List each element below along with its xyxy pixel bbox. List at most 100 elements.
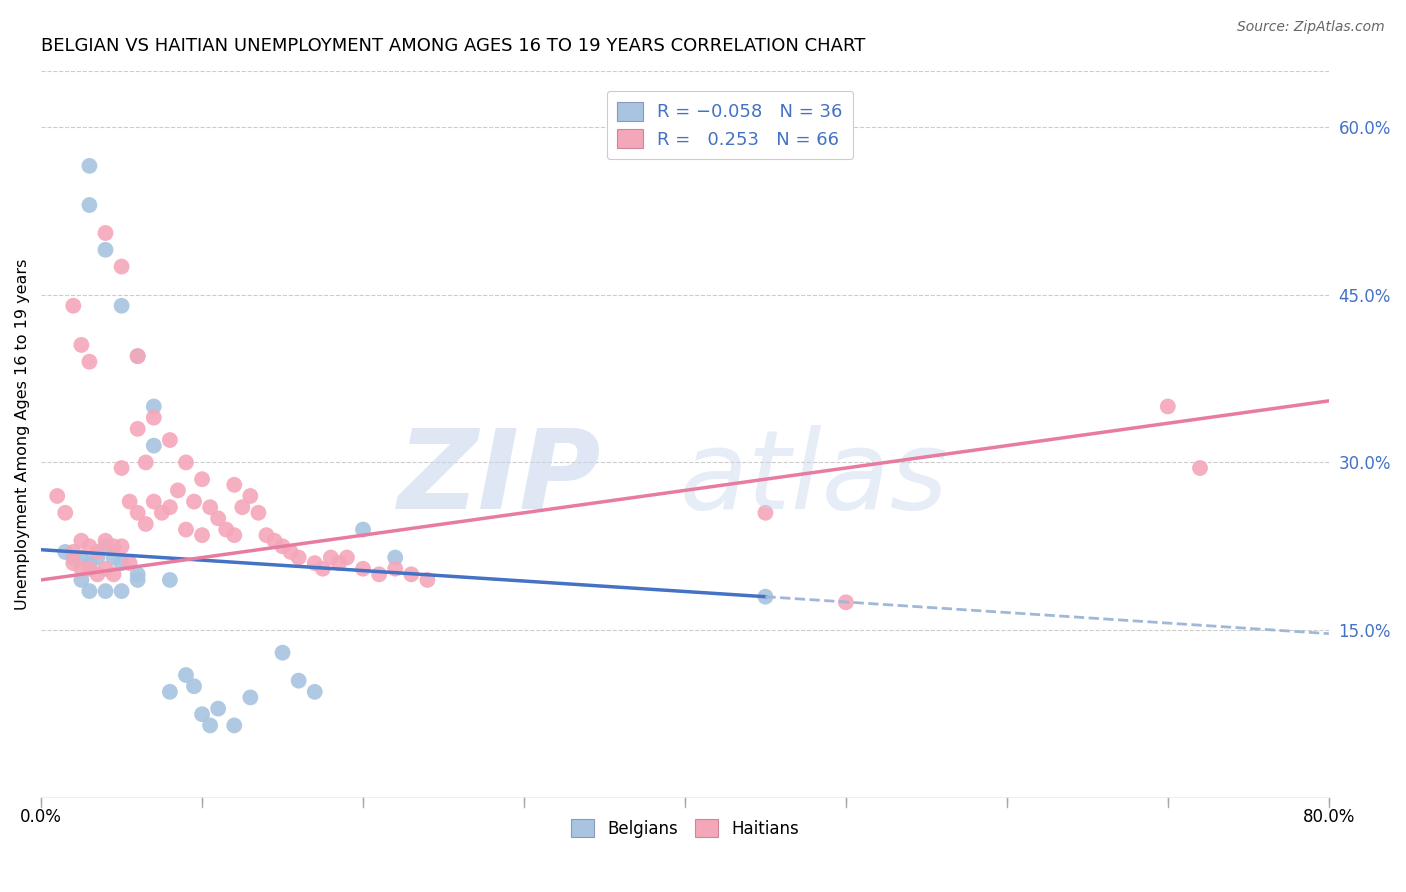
Point (271, 646, 294, 660)
Point (247, 506, 270, 520)
Point (79, 562, 101, 576)
Point (384, 550, 406, 565)
Point (174, 523, 197, 537)
Point (86, 545, 108, 559)
Point (207, 511, 229, 525)
Point (224, 718, 246, 732)
Point (304, 685, 326, 699)
Point (191, 707, 214, 722)
Point (198, 500, 221, 515)
Point (231, 500, 253, 515)
Point (159, 685, 181, 699)
Point (86, 567, 108, 582)
Point (118, 494, 141, 508)
Point (239, 690, 262, 705)
Point (79, 556, 101, 570)
Point (94, 562, 117, 576)
Y-axis label: Unemployment Among Ages 16 to 19 years: Unemployment Among Ages 16 to 19 years (15, 259, 30, 610)
Point (110, 556, 132, 570)
Point (127, 506, 149, 520)
Point (46, 489, 69, 503)
Point (110, 584, 132, 599)
Point (94, 533, 117, 548)
Point (79, 584, 101, 599)
Point (150, 506, 173, 520)
Legend: Belgians, Haitians: Belgians, Haitians (564, 813, 806, 845)
Point (256, 528, 278, 542)
Point (110, 539, 132, 553)
Point (53, 506, 76, 520)
Point (142, 494, 165, 508)
Point (127, 573, 149, 587)
Point (135, 516, 157, 531)
Point (401, 567, 423, 582)
Point (142, 439, 165, 453)
Point (103, 539, 125, 553)
Point (62, 299, 84, 313)
Point (1157, 400, 1180, 414)
Point (142, 410, 165, 425)
Point (94, 584, 117, 599)
Point (312, 562, 335, 576)
Text: atlas: atlas (679, 425, 948, 532)
Point (159, 573, 181, 587)
Point (167, 483, 190, 498)
Point (70, 338, 93, 352)
Text: ZIP: ZIP (398, 425, 602, 532)
Point (94, 226, 117, 240)
Point (94, 539, 117, 553)
Point (79, 198, 101, 212)
Point (271, 539, 294, 553)
Point (62, 545, 84, 559)
Text: BELGIAN VS HAITIAN UNEMPLOYMENT AMONG AGES 16 TO 19 YEARS CORRELATION CHART: BELGIAN VS HAITIAN UNEMPLOYMENT AMONG AG… (41, 37, 866, 55)
Point (62, 556, 84, 570)
Point (110, 260, 132, 274)
Text: Source: ZipAtlas.com: Source: ZipAtlas.com (1237, 20, 1385, 34)
Point (135, 455, 157, 469)
Point (191, 528, 214, 542)
Point (198, 718, 221, 732)
Point (70, 550, 93, 565)
Point (103, 550, 125, 565)
Point (183, 679, 205, 693)
Point (207, 701, 229, 715)
Point (1188, 461, 1211, 475)
Point (224, 477, 246, 491)
Point (239, 489, 262, 503)
Point (191, 472, 214, 486)
Point (319, 550, 342, 565)
Point (174, 668, 197, 682)
Point (79, 354, 101, 368)
Point (70, 562, 93, 576)
Point (183, 494, 205, 508)
Point (70, 533, 93, 548)
Point (280, 545, 302, 559)
Point (118, 556, 141, 570)
Point (86, 550, 108, 565)
Point (336, 550, 359, 565)
Point (416, 573, 439, 587)
Point (142, 400, 165, 414)
Point (174, 455, 197, 469)
Point (835, 595, 858, 609)
Point (754, 590, 776, 604)
Point (127, 349, 149, 363)
Point (127, 422, 149, 436)
Point (110, 299, 132, 313)
Point (127, 567, 149, 582)
Point (215, 523, 238, 537)
Point (159, 500, 181, 515)
Point (368, 567, 391, 582)
Point (754, 506, 776, 520)
Point (304, 556, 326, 570)
Point (287, 550, 309, 565)
Point (224, 528, 246, 542)
Point (79, 159, 101, 173)
Point (94, 243, 117, 257)
Point (352, 523, 374, 537)
Point (263, 533, 285, 548)
Point (159, 433, 181, 447)
Point (62, 550, 84, 565)
Point (127, 349, 149, 363)
Point (53, 545, 76, 559)
